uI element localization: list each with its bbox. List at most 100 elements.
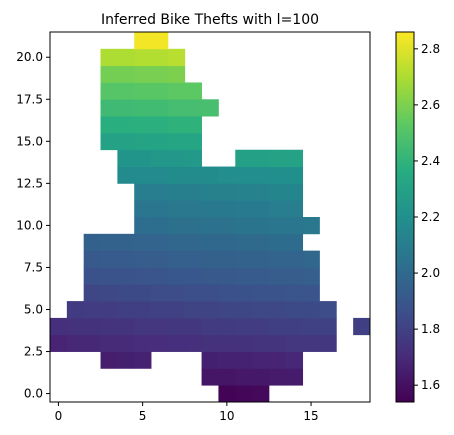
y-tick-label: 10.0 <box>16 218 43 232</box>
heatmap-cell <box>218 334 236 352</box>
heatmap-cell <box>151 166 169 184</box>
heatmap-cell <box>167 116 186 134</box>
heatmap-cell <box>201 233 219 252</box>
heatmap-cell <box>285 267 304 285</box>
heatmap-cell <box>285 284 304 302</box>
heatmap-cell <box>134 233 152 252</box>
y-tick-label: 2.5 <box>24 345 43 359</box>
axes-frame <box>49 31 371 403</box>
heatmap-cell <box>319 301 337 319</box>
heatmap-cell <box>66 301 85 319</box>
heatmap-cell <box>100 48 118 67</box>
heatmap-cell <box>134 65 152 83</box>
heatmap-cell <box>252 267 270 285</box>
heatmap-cell <box>285 317 304 336</box>
heatmap-cell <box>167 200 186 218</box>
heatmap-cell <box>285 166 304 184</box>
heatmap-cell <box>184 217 202 235</box>
heatmap-cell <box>151 200 169 218</box>
heatmap-cell <box>117 99 135 117</box>
heatmap-cell <box>218 267 236 285</box>
heatmap-cell <box>151 183 169 201</box>
heatmap-cell <box>184 317 202 336</box>
heatmap-cell <box>134 32 152 50</box>
heatmap-cell <box>285 250 304 268</box>
heatmap-cell <box>218 284 236 302</box>
heatmap-cell <box>201 301 219 319</box>
x-tick-label: 15 <box>303 409 318 423</box>
heatmap-cell <box>252 334 270 352</box>
heatmap-cell <box>302 267 320 285</box>
heatmap-cell <box>235 385 253 402</box>
y-tick-label: 15.0 <box>16 134 43 148</box>
heatmap-cell <box>151 116 169 134</box>
heatmap-cell <box>302 317 320 336</box>
heatmap-cell <box>134 267 152 285</box>
heatmap-cell <box>50 317 68 336</box>
heatmap-cell <box>218 301 236 319</box>
heatmap-cell <box>134 99 152 117</box>
heatmap-cell <box>83 284 101 302</box>
y-tick-label: 0.0 <box>24 387 43 401</box>
heatmap-cell <box>100 65 118 83</box>
colorbar <box>396 32 414 402</box>
heatmap-cell <box>134 284 152 302</box>
heatmap-cell <box>285 351 304 369</box>
heatmap-cell <box>167 183 186 201</box>
heatmap-cell <box>235 368 253 386</box>
heatmap-cell <box>268 301 287 319</box>
heatmap-cell <box>167 284 186 302</box>
heatmap-cell <box>134 351 152 369</box>
heatmap-cell <box>252 385 270 402</box>
heatmap-cell <box>117 284 135 302</box>
heatmap-cell <box>268 317 287 336</box>
heatmap-cell <box>83 267 101 285</box>
heatmap-cell <box>201 267 219 285</box>
x-tick-label: 10 <box>219 409 234 423</box>
heatmap-cell <box>319 317 337 336</box>
heatmap-cell <box>151 233 169 252</box>
x-axis: 0 5 10 15 <box>55 402 319 423</box>
heatmap-cell <box>134 250 152 268</box>
heatmap-cell <box>268 368 287 386</box>
x-tick-label: 0 <box>55 409 63 423</box>
heatmap-cell <box>184 82 202 100</box>
heatmap-cell <box>117 65 135 83</box>
heatmap-cell <box>184 233 202 252</box>
heatmap-cell <box>252 301 270 319</box>
heatmap-cell <box>100 267 118 285</box>
heatmap-cell <box>100 334 118 352</box>
heatmap-cell <box>235 233 253 252</box>
heatmap-cell <box>218 233 236 252</box>
heatmap-cell <box>66 317 85 336</box>
heatmap-cell <box>184 99 202 117</box>
heatmap-cell <box>201 351 219 369</box>
heatmap-cell <box>66 334 85 352</box>
heatmap-cell <box>117 149 135 167</box>
heatmap-cell <box>268 351 287 369</box>
heatmap-cell <box>201 317 219 336</box>
heatmap-cell <box>184 183 202 201</box>
heatmap-cell <box>252 217 270 235</box>
colorbar-ticks: 1.6 1.8 2.0 2.2 2.4 2.6 2.8 <box>414 42 440 392</box>
colorbar-tick-label: 1.6 <box>421 378 440 392</box>
heatmap-cell <box>167 217 186 235</box>
heatmap-cell <box>151 132 169 151</box>
heatmap-cell <box>134 116 152 134</box>
heatmap-cell <box>218 317 236 336</box>
heatmap-cell <box>151 82 169 100</box>
heatmap-cell <box>235 149 253 167</box>
heatmap-cell <box>83 250 101 268</box>
heatmap-cell <box>151 317 169 336</box>
heatmap-cell <box>184 250 202 268</box>
heatmap-cell <box>134 149 152 167</box>
heatmap-cell <box>201 183 219 201</box>
heatmap-cell <box>235 267 253 285</box>
colorbar-tick-label: 1.8 <box>421 322 440 336</box>
x-tick-label: 5 <box>139 409 147 423</box>
heatmap-cell <box>134 166 152 184</box>
heatmap-cell <box>117 48 135 67</box>
heatmap-cell <box>167 250 186 268</box>
heatmap-cell <box>167 267 186 285</box>
heatmap-cell <box>167 149 186 167</box>
